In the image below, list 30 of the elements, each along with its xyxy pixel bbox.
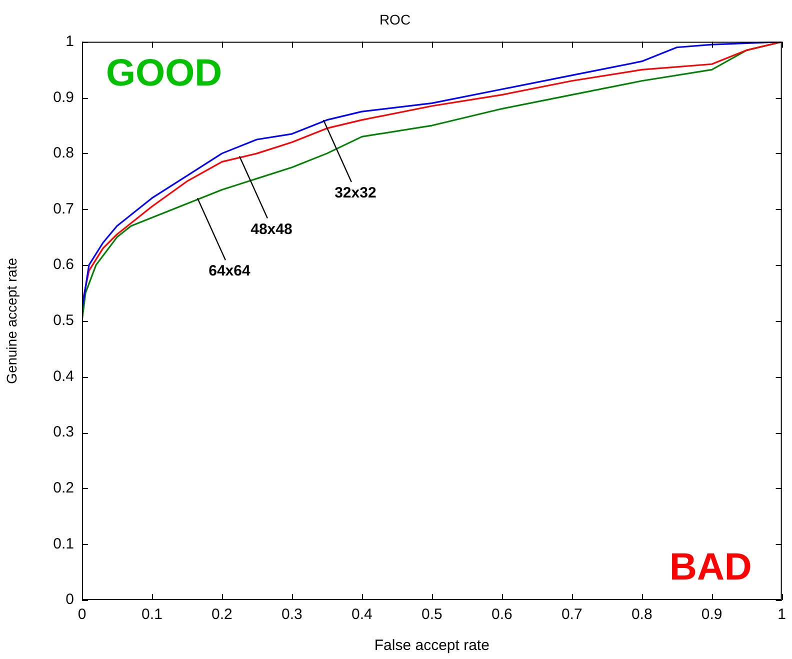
x-tick-label: 0.9: [701, 606, 722, 624]
y-tick-label: 0.7: [53, 200, 74, 218]
x-tick-label: 0.6: [491, 606, 512, 624]
x-axis-title: False accept rate: [374, 637, 490, 654]
y-tick-label: 0.1: [53, 535, 74, 552]
y-tick-label: 0.4: [53, 368, 74, 385]
annotation: 64x64: [208, 262, 251, 280]
x-tick-label: 0.3: [282, 606, 302, 624]
x-tick-label: 0.4: [352, 606, 372, 624]
x-tick-label: 0.5: [421, 606, 442, 624]
annotation: 32x32: [334, 184, 376, 202]
annotation: BAD: [670, 546, 752, 588]
x-tick-label: 0.1: [142, 606, 162, 624]
annotation: 48x48: [250, 220, 292, 238]
chart-title: ROC: [379, 11, 411, 28]
x-tick-label: 0.7: [561, 606, 582, 624]
x-tick-label: 0: [78, 606, 86, 624]
x-tick-label: 0.2: [212, 606, 232, 624]
y-tick-label: 0.9: [53, 88, 74, 106]
y-tick-label: 0.2: [53, 480, 74, 496]
y-tick-label: 1: [66, 32, 74, 50]
annotation: GOOD: [106, 52, 222, 94]
x-tick-label: 0.8: [631, 606, 652, 624]
y-axis-title: Genuine accept rate: [3, 258, 20, 384]
y-tick-label: 0.3: [53, 424, 74, 441]
y-tick-label: 0.8: [53, 144, 74, 162]
y-tick-label: 0: [66, 591, 74, 608]
y-tick-label: 0.5: [53, 312, 74, 330]
y-tick-label: 0.6: [53, 256, 74, 274]
x-tick-label: 1: [778, 606, 786, 624]
